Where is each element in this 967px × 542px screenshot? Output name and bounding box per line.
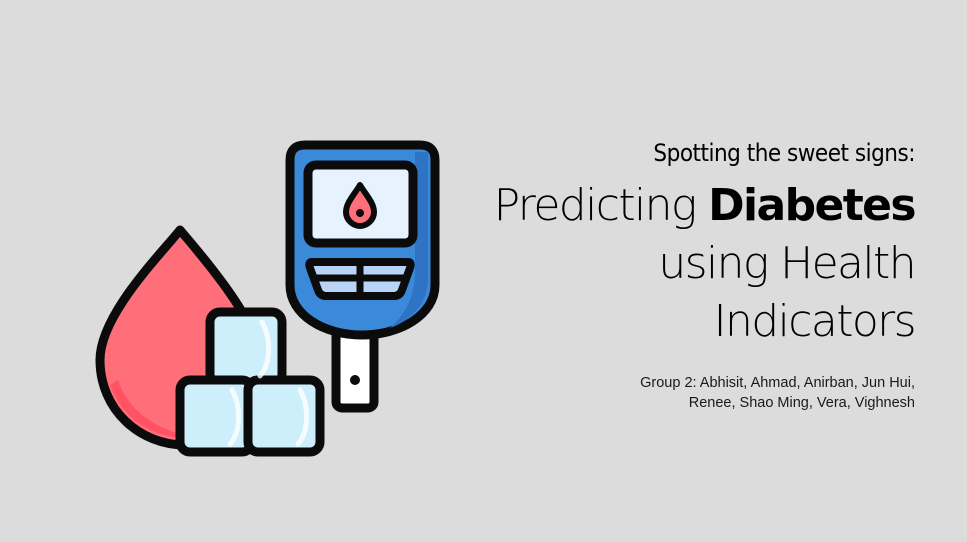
- title-text-block: Spotting the sweet signs: Predicting Dia…: [475, 135, 917, 413]
- title-line1-prefix: Predicting: [493, 180, 709, 231]
- authors-line1: Group 2: Abhisit, Ahmad, Anirban, Jun Hu…: [640, 375, 915, 391]
- diabetes-illustration: [95, 140, 440, 457]
- title-line2: using Health: [658, 238, 916, 289]
- sugar-cubes-icon: [175, 307, 325, 457]
- glucose-meter-icon: [285, 140, 440, 413]
- authors-line2: Renee, Shao Ming, Vera, Vighnesh: [688, 395, 915, 411]
- title-line3: Indicators: [713, 296, 917, 347]
- slide-title: Predicting Diabetes using Health Indicat…: [475, 177, 917, 351]
- authors-credit: Group 2: Abhisit, Ahmad, Anirban, Jun Hu…: [475, 373, 915, 413]
- slide-subtitle: Spotting the sweet signs:: [653, 139, 915, 167]
- title-line1-bold: Diabetes: [708, 180, 917, 231]
